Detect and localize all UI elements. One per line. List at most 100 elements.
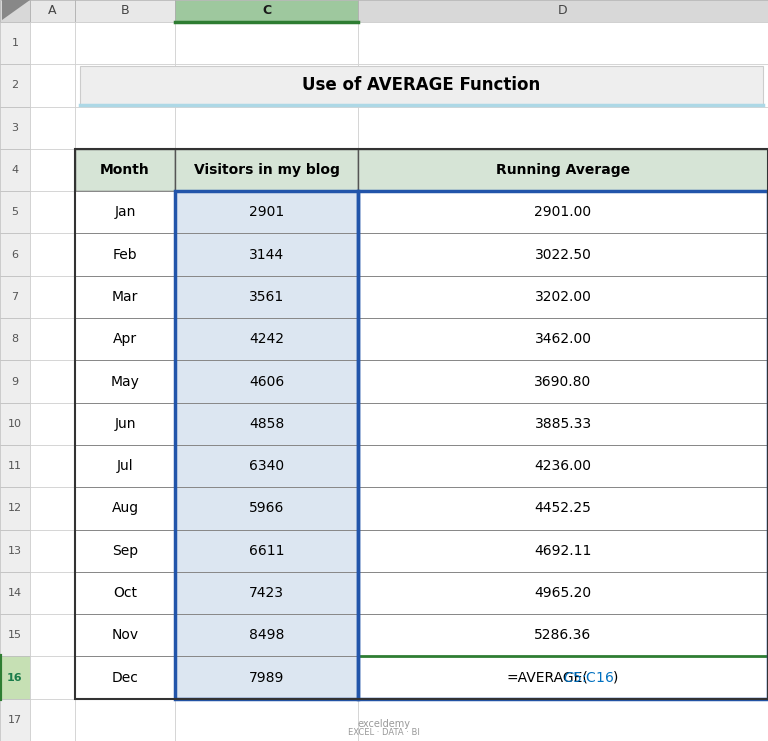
Text: Mar: Mar [112, 290, 138, 304]
Polygon shape [2, 0, 30, 20]
Bar [75, 614, 175, 657]
Bar [358, 402, 768, 445]
Bar [30, 402, 75, 445]
Bar [75, 191, 175, 233]
Bar [75, 360, 175, 402]
Bar [358, 191, 768, 233]
Bar [0, 657, 30, 699]
Bar [75, 530, 175, 572]
Text: 14: 14 [8, 588, 22, 598]
Bar [75, 657, 175, 699]
Bar [358, 22, 768, 64]
Bar [175, 149, 358, 191]
Text: 16: 16 [7, 673, 23, 682]
Bar [30, 64, 75, 107]
Text: 4: 4 [12, 165, 18, 175]
Bar [358, 488, 768, 530]
Bar [0, 614, 30, 657]
Bar [75, 360, 175, 402]
Bar [175, 657, 358, 699]
Bar [30, 360, 75, 402]
Bar [358, 657, 768, 699]
Bar [175, 22, 358, 64]
Bar [175, 445, 358, 488]
Text: B: B [121, 4, 129, 18]
Text: 2901.00: 2901.00 [535, 205, 591, 219]
Bar [175, 614, 358, 657]
Text: Month: Month [100, 163, 150, 177]
Bar [75, 657, 175, 699]
Bar [30, 191, 75, 233]
Bar [175, 402, 358, 445]
Text: 4452.25: 4452.25 [535, 502, 591, 516]
Text: 11: 11 [8, 461, 22, 471]
Bar [0, 22, 30, 64]
Bar [175, 445, 358, 488]
Bar [358, 149, 768, 191]
Text: 13: 13 [8, 545, 22, 556]
Text: Aug: Aug [111, 502, 138, 516]
Bar [175, 318, 358, 360]
Bar [358, 64, 768, 107]
Text: 17: 17 [8, 715, 22, 725]
Bar [358, 572, 768, 614]
Bar [75, 149, 768, 699]
Text: EXCEL · DATA · BI: EXCEL · DATA · BI [348, 728, 420, 737]
Text: Jun: Jun [114, 416, 136, 431]
Bar [358, 276, 768, 318]
Text: 4606: 4606 [249, 374, 284, 388]
Bar [358, 149, 768, 191]
Bar [75, 191, 175, 233]
Text: Use of AVERAGE Function: Use of AVERAGE Function [303, 76, 541, 94]
Bar [358, 191, 768, 699]
Text: 9: 9 [12, 376, 18, 387]
Bar [0, 149, 30, 191]
Bar [175, 0, 358, 22]
Text: May: May [111, 374, 140, 388]
Bar [0, 318, 30, 360]
Text: 3690.80: 3690.80 [535, 374, 591, 388]
Text: 4236.00: 4236.00 [535, 459, 591, 473]
Bar [0, 0, 30, 22]
Bar [358, 233, 768, 276]
Bar [30, 149, 75, 191]
Text: 12: 12 [8, 503, 22, 514]
Bar [175, 614, 358, 657]
Text: 4692.11: 4692.11 [535, 544, 591, 558]
Bar [358, 614, 768, 657]
Bar [30, 572, 75, 614]
Bar [358, 402, 768, 445]
Bar [358, 445, 768, 488]
Text: 5966: 5966 [249, 502, 284, 516]
Text: 3202.00: 3202.00 [535, 290, 591, 304]
Bar [30, 318, 75, 360]
Bar [358, 318, 768, 360]
Text: 6611: 6611 [249, 544, 284, 558]
Bar [75, 318, 175, 360]
Bar [75, 276, 175, 318]
Bar [75, 699, 175, 741]
Text: A: A [48, 4, 57, 18]
Bar [358, 572, 768, 614]
Bar [358, 488, 768, 530]
Text: 6: 6 [12, 250, 18, 259]
Bar [358, 445, 768, 488]
Text: 5286.36: 5286.36 [535, 628, 591, 642]
Bar [30, 0, 75, 22]
Bar [0, 107, 30, 149]
Bar [75, 149, 175, 191]
Bar [175, 488, 358, 530]
Text: C: C [262, 4, 271, 18]
Bar [175, 657, 358, 699]
Text: 7989: 7989 [249, 671, 284, 685]
Bar [175, 64, 358, 107]
Bar [75, 488, 175, 530]
Bar [358, 0, 768, 22]
Text: Feb: Feb [113, 247, 137, 262]
Text: ): ) [614, 671, 619, 685]
Text: 3144: 3144 [249, 247, 284, 262]
Bar [175, 107, 358, 149]
Text: 4965.20: 4965.20 [535, 586, 591, 600]
Bar [75, 614, 175, 657]
Bar [75, 402, 175, 445]
